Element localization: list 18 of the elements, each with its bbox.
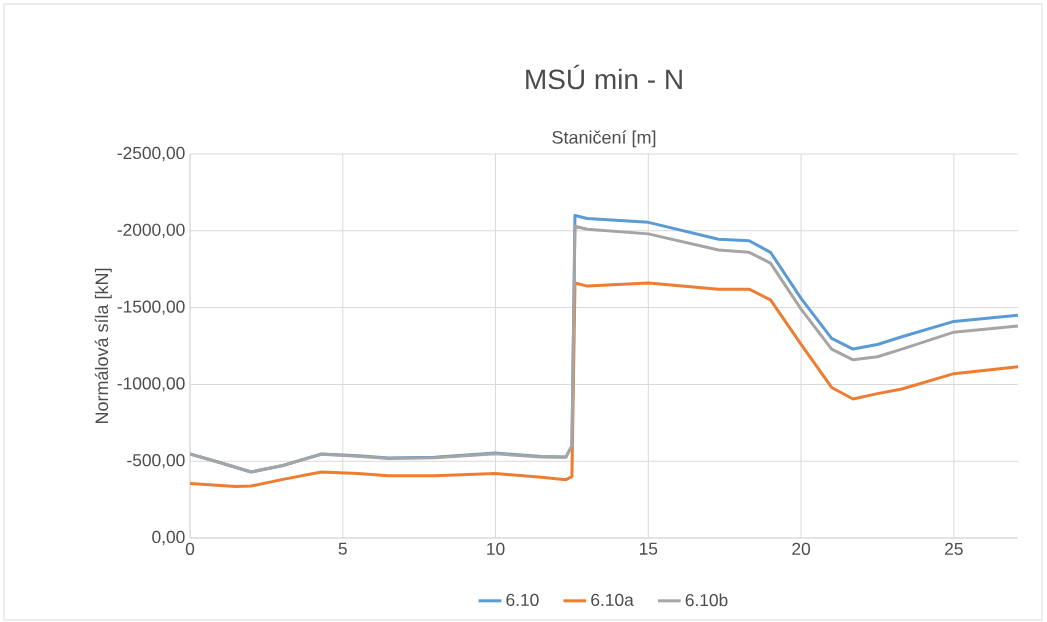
y-tick-label: -1500,00 [117, 300, 185, 315]
y-tick-label: -2500,00 [117, 146, 185, 162]
x-tick-label: 10 [487, 542, 505, 555]
x-tick-label: 0 [185, 542, 195, 555]
legend-label: 6.10 [506, 593, 539, 607]
x-tick-label: 20 [792, 542, 811, 555]
chart-title: MSÚ min - N [526, 64, 682, 90]
x-tick-label: 15 [639, 542, 658, 555]
legend-label: 6.10b [685, 593, 728, 607]
x-tick-label: 25 [945, 542, 963, 555]
y-tick-label: -2000,00 [117, 223, 185, 238]
x-tick-label: 5 [338, 542, 347, 555]
y-tick-label: 0,00 [152, 530, 185, 546]
y-tick-label: -1000,00 [117, 377, 185, 392]
legend-label: 6.10a [591, 593, 634, 607]
y-axis-title: Normálová síla [kN] [94, 268, 112, 424]
y-tick-label: -500,00 [127, 454, 185, 469]
x-axis-title: Staničení [m] [552, 130, 656, 148]
